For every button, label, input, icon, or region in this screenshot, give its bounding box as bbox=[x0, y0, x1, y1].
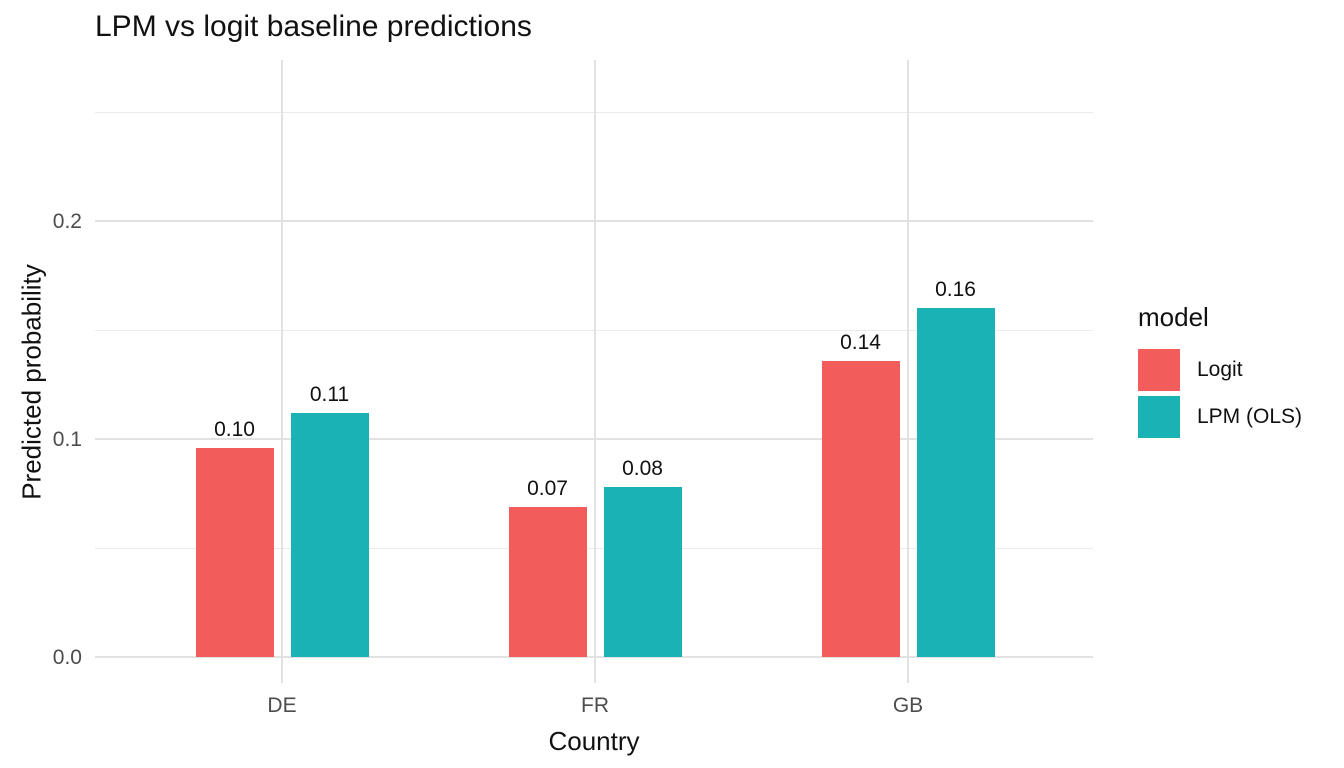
bar-value-label: 0.16 bbox=[935, 278, 976, 301]
legend: model Logit LPM (OLS) bbox=[1138, 302, 1302, 443]
legend-label: LPM (OLS) bbox=[1197, 405, 1303, 428]
x-tick-label: GB bbox=[892, 694, 924, 717]
bar-lpm-ols-fr bbox=[603, 487, 682, 657]
x-tick-label: FR bbox=[581, 694, 609, 717]
gridline-major-x bbox=[594, 60, 596, 683]
bar-logit-de bbox=[195, 448, 274, 657]
y-axis-title: Predicted probability bbox=[16, 264, 47, 500]
legend-item: LPM (OLS) bbox=[1138, 396, 1302, 438]
legend-key-swatch bbox=[1138, 396, 1180, 438]
legend-title: model bbox=[1138, 302, 1209, 332]
bar-logit-gb bbox=[821, 361, 900, 657]
bar-value-label: 0.07 bbox=[527, 477, 568, 500]
bar-value-label: 0.08 bbox=[622, 457, 663, 480]
legend-label: Logit bbox=[1197, 358, 1243, 381]
legend-items: Logit LPM (OLS) bbox=[1138, 349, 1302, 438]
y-tick-label: 0.2 bbox=[52, 210, 82, 233]
legend-item: Logit bbox=[1138, 349, 1302, 391]
legend-key-swatch bbox=[1138, 349, 1180, 391]
bar-value-label: 0.11 bbox=[309, 383, 350, 406]
bar-lpm-ols-gb bbox=[916, 308, 995, 657]
bar-value-label: 0.10 bbox=[214, 418, 255, 441]
bar-logit-fr bbox=[508, 507, 587, 657]
x-axis-title: Country bbox=[548, 726, 640, 756]
gridline-major-x bbox=[907, 60, 909, 683]
x-tick-label: DE bbox=[267, 694, 297, 717]
y-tick-label: 0.1 bbox=[52, 428, 82, 451]
bar-lpm-ols-de bbox=[290, 413, 369, 657]
chart-title: LPM vs logit baseline predictions bbox=[95, 10, 532, 43]
gridline-major-x bbox=[281, 60, 283, 683]
bar-value-label: 0.14 bbox=[840, 331, 881, 354]
y-tick-label: 0.0 bbox=[52, 646, 82, 669]
